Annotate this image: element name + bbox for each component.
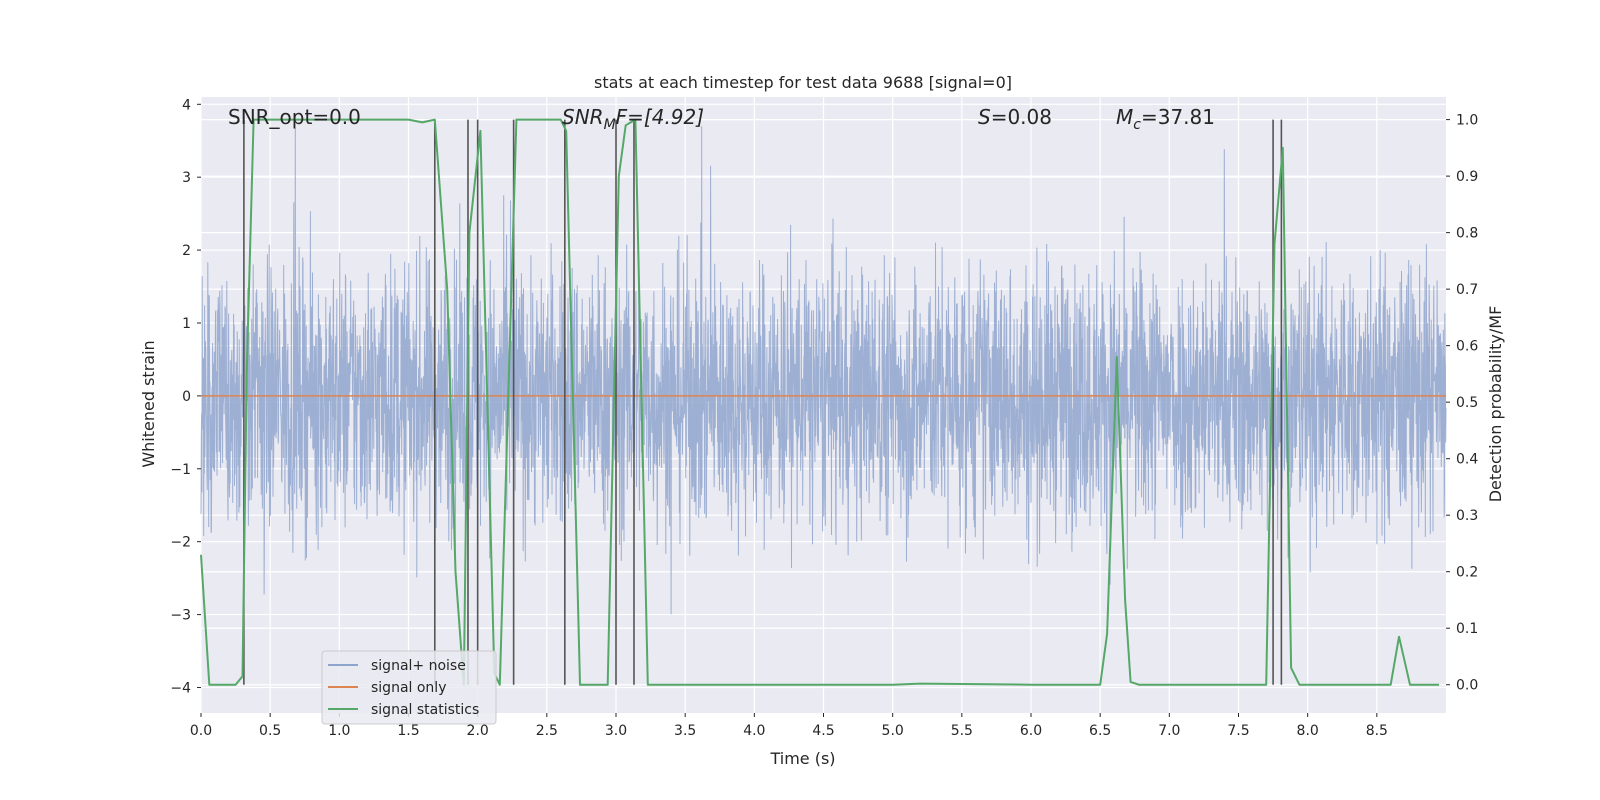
x-tick-label: 5.0 — [882, 723, 904, 739]
annotation-mc-rest: =37.81 — [1141, 105, 1215, 129]
annotation-snr-opt: SNR_opt=0.0 — [228, 105, 361, 129]
legend-stats-label: signal statistics — [371, 702, 479, 718]
y-tick-label: 2 — [182, 243, 191, 259]
x-tick-label: 2.0 — [467, 723, 489, 739]
x-tick-label: 1.0 — [328, 723, 350, 739]
annotation-snr-mf-main: SNR — [562, 105, 604, 129]
x-tick-label: 4.0 — [743, 723, 765, 739]
annotation-s-main: S — [978, 105, 991, 129]
annotation-s-rest: =0.08 — [991, 105, 1052, 129]
annotation-mc: Mc=37.81 — [1116, 105, 1215, 133]
x-tick-label: 5.5 — [951, 723, 973, 739]
x-axis-label: Time (s) — [769, 749, 835, 768]
y-tick-label: −2 — [170, 535, 191, 551]
y-tick-label: −4 — [170, 680, 191, 696]
x-tick-label: 4.5 — [812, 723, 834, 739]
x-tick-label: 0.5 — [259, 723, 281, 739]
x-tick-label: 3.5 — [674, 723, 696, 739]
y-right-tick-label: 0.7 — [1456, 282, 1478, 298]
x-tick-label: 1.5 — [397, 723, 419, 739]
x-tick-label: 6.5 — [1089, 723, 1111, 739]
legend: signal+ noise signal only signal statist… — [321, 650, 497, 725]
x-tick-label: 7.0 — [1158, 723, 1180, 739]
annotation-snr-mf-rest: F=[4.92] — [616, 105, 704, 129]
y-tick-label: 0 — [182, 389, 191, 405]
x-tick-label: 7.5 — [1227, 723, 1249, 739]
legend-box — [321, 650, 497, 725]
series-signal-statistics — [200, 118, 1440, 686]
y-right-tick-label: 0.1 — [1456, 621, 1478, 637]
y-right-tick-label: 0.0 — [1456, 678, 1478, 694]
y-right-axis-label: Detection probability/MF — [1486, 306, 1505, 503]
legend-signal-label: signal only — [371, 680, 446, 696]
y-right-tick-label: 0.5 — [1456, 395, 1478, 411]
x-tick-label: 8.5 — [1366, 723, 1388, 739]
y-axis-label: Whitened strain — [139, 340, 158, 467]
y-tick-label: 1 — [182, 316, 191, 332]
stats-layer — [200, 118, 1440, 686]
y-tick-labels: 4 3 2 1 0 −1 −2 −3 −4 — [170, 97, 201, 696]
y-tick-label: −1 — [170, 462, 191, 478]
y-right-tick-label: 0.3 — [1456, 508, 1478, 524]
x-tick-label: 6.0 — [1020, 723, 1042, 739]
annotation-snr-mf: SNRMF=[4.92] — [562, 105, 704, 133]
y-right-tick-label: 1.0 — [1456, 113, 1478, 129]
x-tick-label: 2.5 — [536, 723, 558, 739]
x-tick-label: 0.0 — [190, 723, 212, 739]
noise-layer — [200, 126, 1447, 615]
x-tick-label: 3.0 — [605, 723, 627, 739]
y-right-tick-label: 0.2 — [1456, 565, 1478, 581]
series-signal-noise — [200, 126, 1447, 615]
legend-noise-label: signal+ noise — [371, 658, 466, 674]
y-tick-label: 3 — [182, 170, 191, 186]
y-right-tick-label: 0.8 — [1456, 226, 1478, 242]
y-right-tick-label: 0.4 — [1456, 452, 1478, 468]
x-tick-labels: 0.0 0.5 1.0 1.5 2.0 2.5 3.0 3.5 4.0 4.5 5.0 5.5 6.0 6… — [190, 713, 1388, 739]
annotation-mc-sub: c — [1133, 117, 1141, 133]
x-tick-label: 8.0 — [1297, 723, 1319, 739]
y-right-tick-labels: 1.0 0.9 0.8 0.7 0.6 0.5 0.4 0.3 0.2 0.1 0.0 — [1446, 113, 1478, 694]
y-right-tick-label: 0.6 — [1456, 339, 1478, 355]
chart-title: stats at each timestep for test data 968… — [594, 73, 1012, 92]
annotation-mc-main: M — [1116, 105, 1133, 129]
annotation-s: S=0.08 — [978, 105, 1052, 129]
y-tick-label: 4 — [182, 97, 191, 113]
y-tick-label: −3 — [170, 608, 191, 624]
y-right-tick-label: 0.9 — [1456, 169, 1478, 185]
annotation-snr-mf-sub: M — [604, 117, 616, 133]
